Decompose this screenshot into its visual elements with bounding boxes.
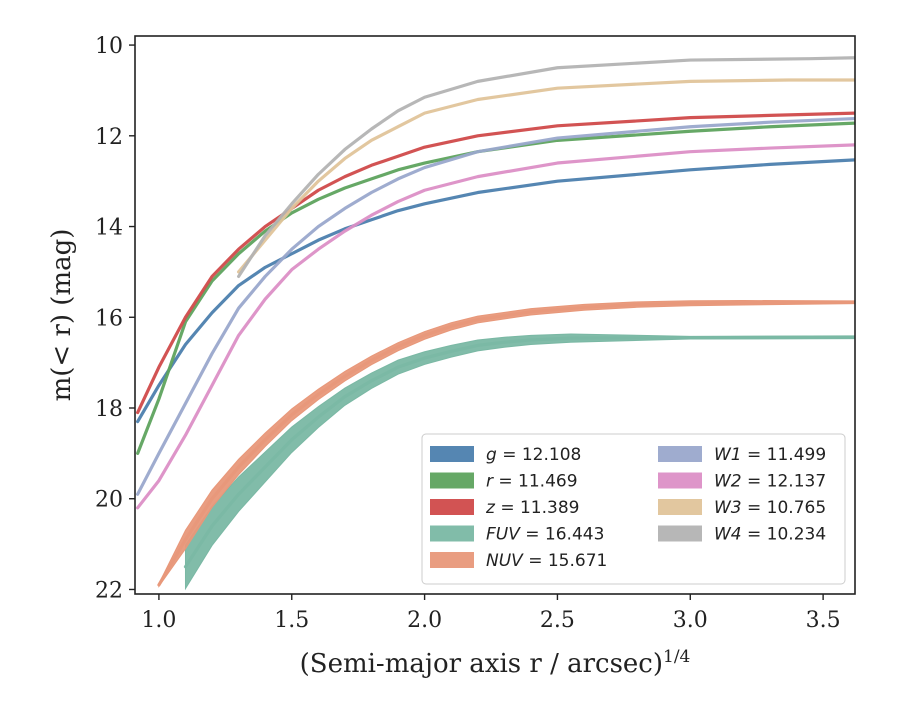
- legend-label-W3: W3 = 10.765: [714, 498, 826, 518]
- legend-band-g: g: [486, 445, 497, 465]
- legend-value-W2: = 12.137: [742, 472, 827, 492]
- x-axis-title-text: (Semi-major axis r / arcsec): [300, 649, 663, 679]
- series-g: [136, 158, 855, 424]
- legend-value-g: = 12.108: [497, 445, 582, 465]
- series-FUV-band: [184, 333, 855, 591]
- series-r-line: [136, 121, 855, 455]
- x-axis-title: (Semi-major axis r / arcsec)1/4: [300, 647, 691, 679]
- y-axis-title: m(< r) (mag): [47, 229, 77, 402]
- legend-band-W1: W1: [714, 445, 742, 465]
- y-tick-label: 18: [95, 397, 123, 422]
- series-FUV-line: [183, 335, 855, 569]
- legend-band-r: r: [486, 472, 494, 492]
- y-tick-label: 10: [95, 34, 123, 59]
- legend-value-NUV: = 15.671: [523, 551, 608, 571]
- legend-swatch-W2: [658, 472, 702, 489]
- y-tick-label: 12: [95, 125, 123, 150]
- x-tick-label: 3.0: [673, 608, 708, 633]
- legend-swatch-NUV: [430, 552, 474, 568]
- legend-label-r: r = 11.469: [486, 472, 578, 492]
- x-tick-label: 3.5: [806, 608, 841, 633]
- series-W2: [136, 143, 855, 510]
- series-NUV: [157, 299, 855, 588]
- series-g-line: [136, 158, 855, 424]
- legend-band-z: z: [485, 498, 496, 518]
- series-FUV: [183, 333, 855, 591]
- legend-swatch-g: [430, 446, 474, 462]
- series-NUV-line: [157, 300, 855, 587]
- y-tick-label: 20: [95, 488, 123, 513]
- legend-band-NUV: NUV: [486, 551, 524, 571]
- series-z: [136, 111, 855, 415]
- series-W4-line: [237, 56, 855, 279]
- legend-value-FUV: = 16.443: [520, 525, 605, 545]
- legend-swatch-W4: [658, 525, 702, 542]
- series-W3: [237, 78, 855, 274]
- legend-swatch-FUV: [430, 525, 474, 542]
- y-tick-label: 14: [95, 216, 123, 241]
- legend-value-z: = 11.389: [495, 498, 580, 518]
- legend-band-W3: W3: [714, 498, 742, 518]
- legend-band-W2: W2: [714, 472, 742, 492]
- legend-swatch-z: [430, 499, 474, 515]
- series-W1: [136, 116, 855, 496]
- legend-label-W2: W2 = 12.137: [714, 472, 826, 492]
- legend-band-FUV: FUV: [486, 525, 521, 545]
- legend-label-W1: W1 = 11.499: [714, 445, 826, 465]
- plot-frame: [134, 35, 856, 595]
- legend-value-W4: = 10.234: [742, 525, 827, 545]
- x-tick-label: 1.0: [141, 608, 176, 633]
- legend-value-W1: = 11.499: [742, 445, 827, 465]
- legend-value-r: = 11.469: [493, 472, 578, 492]
- legend-swatch-W1: [658, 446, 702, 462]
- x-tick-label: 1.5: [274, 608, 309, 633]
- legend-label-NUV: NUV = 15.671: [486, 551, 607, 571]
- tick-layer: 1.0 1.5 2.0 2.5 3.0 3.5 10 12 14 16 18 20 22: [95, 34, 841, 633]
- legend-band-W4: W4: [714, 525, 742, 545]
- y-tick-label: 16: [95, 306, 123, 331]
- x-tick-label: 2.5: [540, 608, 575, 633]
- legend-swatch-W3: [658, 499, 702, 515]
- legend-label-g: g = 12.108: [486, 445, 581, 465]
- series-W1-line: [136, 116, 855, 496]
- series-W2-line: [136, 143, 855, 510]
- legend-label-FUV: FUV = 16.443: [486, 525, 604, 545]
- series-W4: [237, 56, 855, 279]
- y-tick-label: 22: [95, 578, 123, 603]
- x-tick-label: 2.0: [407, 608, 442, 633]
- series-NUV-band: [158, 299, 855, 588]
- x-axis-title-superscript: 1/4: [663, 647, 690, 667]
- legend-box: [421, 433, 846, 585]
- legend-swatch-r: [430, 472, 474, 489]
- legend-value-W3: = 10.765: [742, 498, 827, 518]
- legend-label-W4: W4 = 10.234: [714, 525, 826, 545]
- series-z-line: [136, 111, 855, 415]
- series-layer: [136, 56, 855, 591]
- series-W3-line: [237, 78, 855, 274]
- series-r: [136, 121, 855, 455]
- legend-label-z: z = 11.389: [485, 498, 579, 518]
